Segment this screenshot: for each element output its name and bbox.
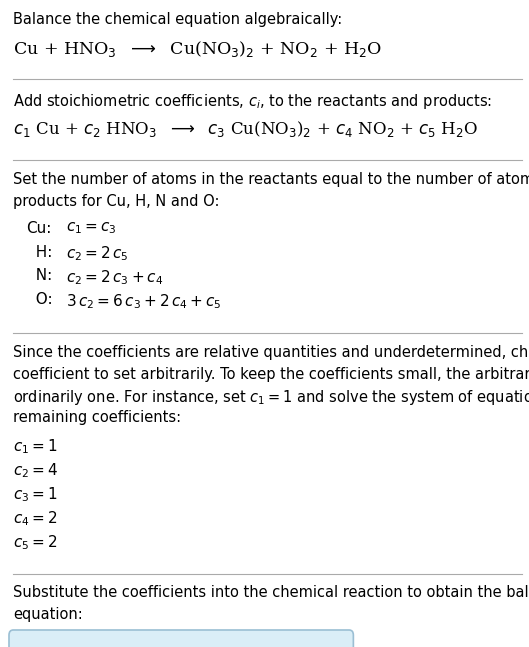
Text: $c_5 = 2$: $c_5 = 2$	[13, 533, 58, 551]
Text: Cu:: Cu:	[26, 221, 52, 236]
Text: $c_2 = 2\,c_3 + c_4$: $c_2 = 2\,c_3 + c_4$	[66, 269, 163, 287]
Text: N:: N:	[26, 269, 53, 283]
Text: $c_1$ Cu + $c_2$ HNO$_3$  $\longrightarrow$  $c_3$ Cu(NO$_3$)$_2$ + $c_4$ NO$_2$: $c_1$ Cu + $c_2$ HNO$_3$ $\longrightarro…	[13, 119, 478, 139]
Text: H:: H:	[26, 245, 53, 259]
Text: Balance the chemical equation algebraically:: Balance the chemical equation algebraica…	[13, 12, 342, 27]
Text: Add stoichiometric coefficients, $c_i$, to the reactants and products:: Add stoichiometric coefficients, $c_i$, …	[13, 92, 492, 111]
Text: $c_1 = 1$: $c_1 = 1$	[13, 437, 58, 455]
Text: $c_3 = 1$: $c_3 = 1$	[13, 485, 58, 503]
Text: $c_4 = 2$: $c_4 = 2$	[13, 509, 58, 527]
Text: O:: O:	[26, 292, 53, 307]
Text: $c_2 = 2\,c_5$: $c_2 = 2\,c_5$	[66, 245, 129, 263]
Text: ordinarily one. For instance, set $c_1 = 1$ and solve the system of equations fo: ordinarily one. For instance, set $c_1 =…	[13, 388, 529, 408]
Text: Since the coefficients are relative quantities and underdetermined, choose a: Since the coefficients are relative quan…	[13, 345, 529, 360]
Text: products for Cu, H, N and O:: products for Cu, H, N and O:	[13, 193, 220, 208]
Text: equation:: equation:	[13, 607, 83, 622]
Text: $c_1 = c_3$: $c_1 = c_3$	[66, 221, 117, 236]
Text: $3\,c_2 = 6\,c_3 + 2\,c_4 + c_5$: $3\,c_2 = 6\,c_3 + 2\,c_4 + c_5$	[66, 292, 222, 311]
Text: Set the number of atoms in the reactants equal to the number of atoms in the: Set the number of atoms in the reactants…	[13, 172, 529, 187]
Text: Cu + HNO$_3$  $\longrightarrow$  Cu(NO$_3$)$_2$ + NO$_2$ + H$_2$O: Cu + HNO$_3$ $\longrightarrow$ Cu(NO$_3$…	[13, 39, 382, 58]
Text: coefficient to set arbitrarily. To keep the coefficients small, the arbitrary va: coefficient to set arbitrarily. To keep …	[13, 367, 529, 382]
FancyBboxPatch shape	[9, 630, 353, 647]
Text: Substitute the coefficients into the chemical reaction to obtain the balanced: Substitute the coefficients into the che…	[13, 586, 529, 600]
Text: $c_2 = 4$: $c_2 = 4$	[13, 461, 58, 479]
Text: remaining coefficients:: remaining coefficients:	[13, 410, 181, 425]
